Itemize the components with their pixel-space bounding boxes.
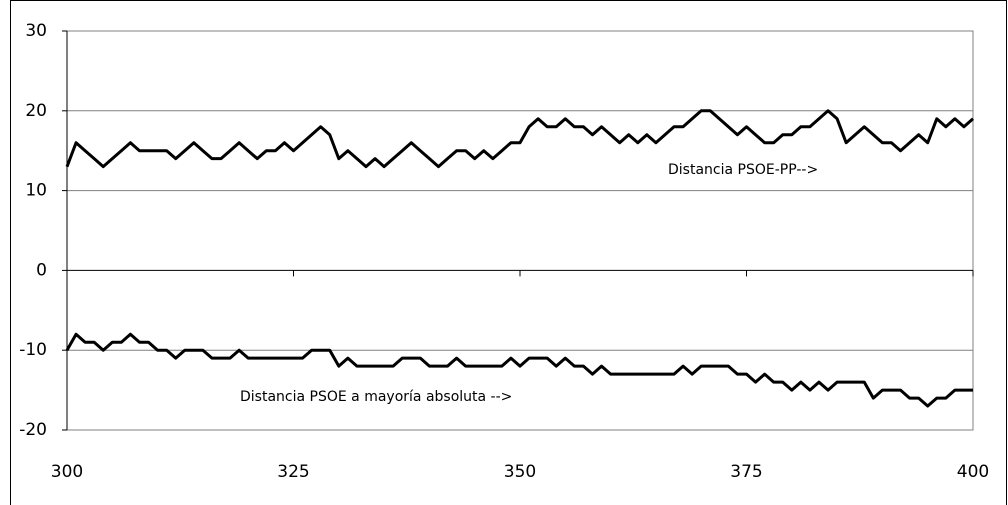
series-line [65,109,974,169]
series-line [65,332,973,408]
y-tick-label: 10 [25,181,47,201]
x-tick-label: 300 [51,462,83,482]
y-tick-label: 20 [25,101,47,121]
y-tick-label: -20 [19,420,47,440]
plot-area [66,30,974,431]
x-tick-label: 375 [730,462,762,482]
y-tick-label: 30 [25,21,47,41]
annotation: Distancia PSOE a mayoría absoluta --> [240,389,512,405]
annotation: Distancia PSOE-PP--> [668,162,818,178]
x-tick-label: 400 [957,462,989,482]
y-tick-label: 0 [36,260,47,280]
x-tick-label: 325 [277,462,309,482]
y-tick-label: -10 [19,340,47,360]
x-tick-label: 350 [504,462,536,482]
chart-frame [10,0,1007,505]
